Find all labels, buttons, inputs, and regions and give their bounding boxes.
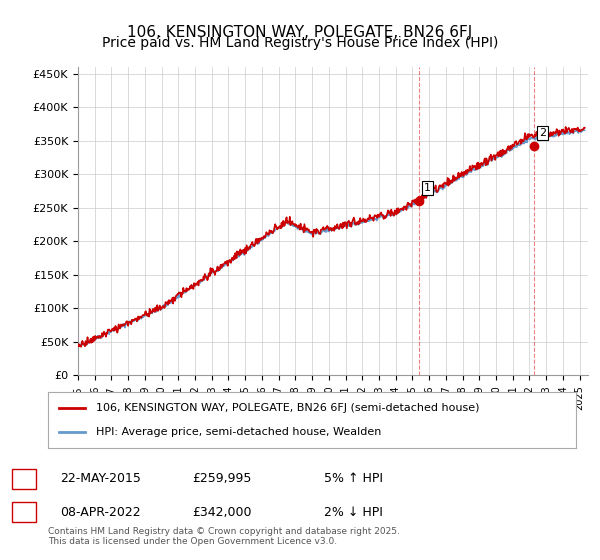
Text: Price paid vs. HM Land Registry's House Price Index (HPI): Price paid vs. HM Land Registry's House …: [102, 36, 498, 50]
Text: 2: 2: [539, 128, 546, 138]
Text: 2: 2: [20, 506, 28, 519]
Text: HPI: Average price, semi-detached house, Wealden: HPI: Average price, semi-detached house,…: [95, 427, 381, 437]
Text: 1: 1: [20, 472, 28, 486]
Text: 22-MAY-2015: 22-MAY-2015: [60, 472, 141, 486]
Text: 106, KENSINGTON WAY, POLEGATE, BN26 6FJ (semi-detached house): 106, KENSINGTON WAY, POLEGATE, BN26 6FJ …: [95, 403, 479, 413]
Text: £342,000: £342,000: [192, 506, 251, 519]
Text: 08-APR-2022: 08-APR-2022: [60, 506, 140, 519]
Text: 2% ↓ HPI: 2% ↓ HPI: [324, 506, 383, 519]
Text: 5% ↑ HPI: 5% ↑ HPI: [324, 472, 383, 486]
Text: 1: 1: [424, 183, 431, 193]
Text: £259,995: £259,995: [192, 472, 251, 486]
Text: 106, KENSINGTON WAY, POLEGATE, BN26 6FJ: 106, KENSINGTON WAY, POLEGATE, BN26 6FJ: [127, 25, 473, 40]
Text: Contains HM Land Registry data © Crown copyright and database right 2025.
This d: Contains HM Land Registry data © Crown c…: [48, 526, 400, 546]
